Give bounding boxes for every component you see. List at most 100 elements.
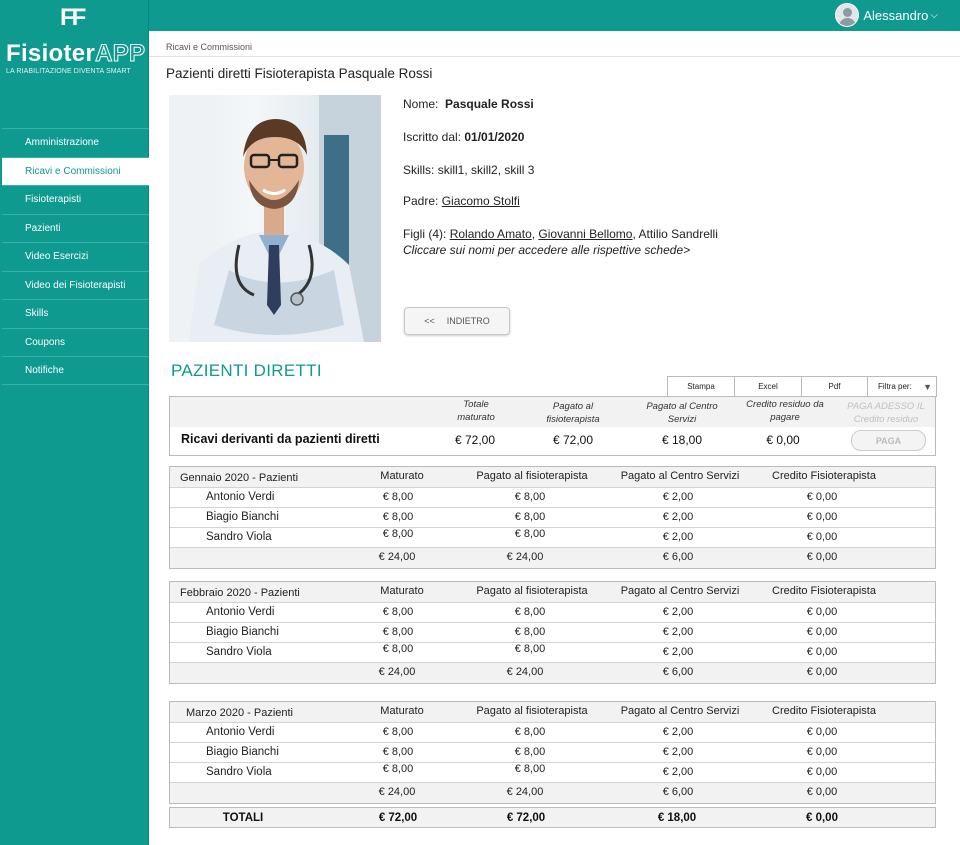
child-name[interactable]: Attilio Sandrelli xyxy=(638,227,718,241)
col-paid-physio: Pagato al fisioterapista xyxy=(476,470,588,482)
child-link[interactable]: Giovanni Bellomo xyxy=(538,227,633,241)
logo[interactable]: FisioterAPP xyxy=(6,40,146,68)
sidebar-item-ricavi-commissioni[interactable]: Ricavi e Commissioni xyxy=(2,156,149,185)
total-matured: € 24,00 xyxy=(378,786,416,798)
profile-children-line: Figli (4): Rolando Amato, Giovanni Bello… xyxy=(403,227,718,241)
cell-paid-center: € 2,00 xyxy=(662,746,694,758)
excel-button[interactable]: Excel xyxy=(735,377,802,396)
col-credit: Credito Fisioterapista xyxy=(772,585,876,597)
cell-matured: € 8,00 xyxy=(382,528,414,540)
cell-paid-physio: € 8,00 xyxy=(514,511,546,523)
divider xyxy=(149,56,960,57)
breadcrumb[interactable]: Ricavi e Commissioni xyxy=(166,42,253,52)
cell-paid-physio: € 8,00 xyxy=(514,606,546,618)
sidebar-item-amministrazione[interactable]: Amministrazione xyxy=(2,128,149,157)
sidebar-item-fisioterapisti[interactable]: Fisioterapisti xyxy=(2,185,149,214)
father-label: Padre: xyxy=(403,194,439,208)
pay-button[interactable]: PAGA xyxy=(851,430,926,451)
total-paid-center: € 6,00 xyxy=(662,551,694,563)
grand-total-paid-physio: € 72,00 xyxy=(506,812,546,824)
month-label: Marzo 2020 - Pazienti xyxy=(186,707,293,719)
total-paid-physio: € 24,00 xyxy=(506,786,544,798)
since-label: Iscritto dal: xyxy=(403,130,462,144)
total-credit: € 0,00 xyxy=(806,786,838,798)
profile-father-line: Padre: Giacomo Stolfi xyxy=(403,194,520,208)
patient-name: Sandro Viola xyxy=(206,531,272,543)
month-table-febbraio: Febbraio 2020 - Pazienti Maturato Pagato… xyxy=(169,581,936,684)
export-toolbar: Stampa Excel Pdf Filtra per: ▼ xyxy=(667,376,937,397)
cell-matured: € 8,00 xyxy=(382,643,414,655)
cell-credit: € 0,00 xyxy=(806,766,838,778)
col-paid-center: Pagato al Centro Servizi xyxy=(620,470,740,482)
filter-dropdown[interactable]: Filtra per: ▼ xyxy=(868,377,936,396)
father-link[interactable]: Giacomo Stolfi xyxy=(441,194,520,208)
cell-paid-center: € 2,00 xyxy=(662,531,694,543)
cell-paid-physio: € 8,00 xyxy=(514,643,546,655)
logo-name-b: APP xyxy=(95,40,146,68)
children-hint-line: Cliccare sui nomi per accedere alle risp… xyxy=(403,243,690,257)
sidebar-item-coupons[interactable]: Coupons xyxy=(2,327,149,357)
profile-name: Pasquale Rossi xyxy=(445,97,534,111)
cell-credit: € 0,00 xyxy=(806,491,838,503)
total-credit: € 0,00 xyxy=(806,551,838,563)
cell-paid-physio: € 8,00 xyxy=(514,491,546,503)
grand-total-label: TOTALI xyxy=(222,812,264,824)
back-button[interactable]: << INDIETRO xyxy=(404,307,510,335)
month-header-row: Febbraio 2020 - Pazienti Maturato Pagato… xyxy=(170,582,935,603)
patient-name: Antonio Verdi xyxy=(206,491,275,503)
cell-paid-center: € 2,00 xyxy=(662,726,694,738)
sidebar-item-notifiche[interactable]: Notifiche xyxy=(2,356,149,385)
cell-paid-center: € 2,00 xyxy=(662,646,694,658)
profile-skills-line: Skills: skill1, skill2, skill 3 xyxy=(403,163,534,177)
user-menu[interactable]: Alessandro ⌵ xyxy=(835,3,938,27)
cell-paid-physio: € 8,00 xyxy=(514,746,546,758)
total-credit: € 0,00 xyxy=(806,666,838,678)
patient-name: Antonio Verdi xyxy=(206,726,275,738)
cell-paid-physio: € 8,00 xyxy=(514,763,546,775)
patient-name: Sandro Viola xyxy=(206,766,272,778)
child-link[interactable]: Rolando Amato xyxy=(449,227,532,241)
cell-credit: € 0,00 xyxy=(806,746,838,758)
table-row: Antonio Verdi € 8,00 € 8,00 € 2,00 € 0,0… xyxy=(170,488,935,508)
table-row: Biagio Bianchi € 8,00 € 8,00 € 2,00 € 0,… xyxy=(170,508,935,528)
sidebar-item-video-fisioterapisti[interactable]: Video dei Fisioterapisti xyxy=(2,270,149,300)
cell-paid-physio: € 8,00 xyxy=(514,726,546,738)
cell-credit: € 0,00 xyxy=(806,606,838,618)
table-row: Antonio Verdi € 8,00 € 8,00 € 2,00 € 0,0… xyxy=(170,603,935,623)
section-title: PAZIENTI DIRETTI xyxy=(171,361,322,380)
sidebar-item-skills[interactable]: Skills xyxy=(2,299,149,328)
grand-total-credit: € 0,00 xyxy=(806,812,838,824)
month-header-row: Marzo 2020 - Pazienti Maturato Pagato al… xyxy=(170,702,935,723)
grand-total-paid-center: € 18,00 xyxy=(657,812,697,824)
sidebar-item-video-esercizi[interactable]: Video Esercizi xyxy=(2,242,149,271)
summary-header-pay-now: PAGA ADESSO IL Credito residuo xyxy=(847,401,925,425)
sidebar-item-pazienti[interactable]: Pazienti xyxy=(2,213,149,243)
month-total-row: € 24,00 € 24,00 € 6,00 € 0,00 xyxy=(170,548,935,568)
dropdown-arrow-icon: ▼ xyxy=(923,381,932,392)
cell-matured: € 8,00 xyxy=(382,626,414,638)
summary-paid-center: € 18,00 xyxy=(661,433,703,447)
total-paid-center: € 6,00 xyxy=(662,786,694,798)
summary-row-label: Ricavi derivanti da pazienti diretti xyxy=(181,432,380,446)
pdf-button[interactable]: Pdf xyxy=(802,377,868,396)
month-table-marzo: Marzo 2020 - Pazienti Maturato Pagato al… xyxy=(169,701,936,804)
col-credit: Credito Fisioterapista xyxy=(772,705,876,717)
patient-name: Antonio Verdi xyxy=(206,606,275,618)
cell-paid-center: € 2,00 xyxy=(662,511,694,523)
grand-total-row: TOTALI € 72,00 € 72,00 € 18,00 € 0,00 xyxy=(169,807,936,828)
cell-credit: € 0,00 xyxy=(806,726,838,738)
col-paid-physio: Pagato al fisioterapista xyxy=(476,585,588,597)
summary-header xyxy=(170,397,935,427)
col-matured: Maturato xyxy=(380,705,424,717)
cell-credit: € 0,00 xyxy=(806,511,838,523)
print-button[interactable]: Stampa xyxy=(668,377,735,396)
logo-name-a: Fisioter xyxy=(6,40,96,67)
grand-total-matured: € 72,00 xyxy=(378,812,418,824)
user-name: Alessandro xyxy=(863,7,929,23)
total-paid-center: € 6,00 xyxy=(662,666,694,678)
children-hint: Cliccare sui nomi per accedere alle risp… xyxy=(403,243,691,257)
month-label: Febbraio 2020 - Pazienti xyxy=(180,587,300,599)
top-bar: Alessandro ⌵ xyxy=(149,0,960,31)
cell-credit: € 0,00 xyxy=(806,646,838,658)
cell-matured: € 8,00 xyxy=(382,606,414,618)
